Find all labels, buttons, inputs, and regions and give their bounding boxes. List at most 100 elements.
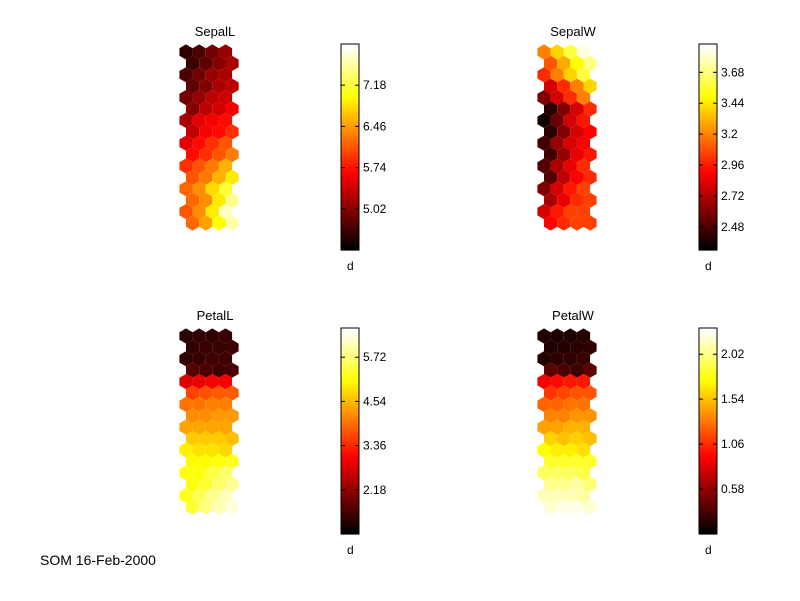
hex-cell [537, 419, 551, 435]
colorbar-band [699, 211, 717, 216]
colorbar-band [699, 98, 717, 103]
colorbar-band [341, 121, 359, 126]
colorbar-band [699, 395, 717, 400]
colorbar-band [699, 434, 717, 439]
hex-cell [212, 362, 226, 378]
hex-cell [576, 158, 591, 174]
colorbar-band [341, 105, 359, 109]
hex-cell [576, 488, 591, 504]
colorbar-band [699, 508, 717, 513]
colorbar-band [699, 50, 717, 55]
colorbar-tick-label: 2.18 [363, 483, 387, 497]
colorbar-tick-label: 4.54 [363, 394, 387, 408]
colorbar-tick-label: 7.18 [363, 78, 387, 92]
colorbar-band [341, 118, 359, 122]
hex-cell [225, 147, 239, 163]
hex-cell [179, 465, 193, 481]
hex-cell [225, 101, 239, 117]
hex-cell [557, 192, 571, 208]
hex-cell [212, 169, 226, 185]
colorbar-band [341, 389, 359, 393]
hex-cell [225, 78, 239, 94]
hex-cell [186, 101, 200, 117]
colorbar-band [341, 185, 359, 190]
colorbar-band [699, 92, 717, 97]
hex-cell [212, 339, 226, 355]
colorbar-band [699, 182, 717, 187]
colorbar-label: d [347, 543, 354, 557]
colorbar-band [699, 130, 717, 135]
footer-caption: SOM 16-Feb-2000 [40, 552, 156, 568]
colorbar-band [699, 492, 717, 496]
colorbar-band [341, 498, 359, 503]
hex-cell [576, 351, 591, 367]
hex-cell [563, 67, 577, 83]
hex-cell [199, 169, 213, 185]
colorbar-band [699, 347, 717, 352]
hex-cell [576, 135, 591, 151]
hex-cell [199, 408, 213, 424]
colorbar-band [699, 204, 717, 209]
hex-cell [212, 78, 226, 94]
hex-cell [537, 204, 551, 220]
colorbar-band [341, 427, 359, 432]
hex-cell [218, 112, 233, 128]
colorbar-band [699, 237, 717, 241]
hex-cell [179, 181, 193, 197]
hex-cell [537, 465, 551, 481]
colorbar-band [699, 485, 717, 490]
hex-cell [225, 124, 239, 140]
colorbar-band [341, 124, 359, 129]
colorbar-band [341, 140, 359, 145]
hex-cell [557, 215, 571, 231]
hex-cell [199, 339, 213, 355]
colorbar-band [699, 166, 717, 171]
colorbar-band [341, 411, 359, 416]
colorbar-band [341, 476, 359, 480]
colorbar-band [699, 469, 717, 474]
hex-cell [583, 147, 597, 163]
colorbar-band [699, 431, 717, 435]
hex-cell [225, 169, 239, 185]
colorbar-band [341, 431, 359, 435]
hex-cell [570, 124, 584, 140]
colorbar-band [341, 424, 359, 429]
hex-cell [537, 67, 551, 83]
hex-cell [218, 351, 233, 367]
colorbar-band [341, 437, 359, 442]
colorbar-band [341, 521, 359, 525]
hex-cell [212, 453, 226, 469]
hex-cell [225, 476, 239, 492]
hex-cell [186, 192, 200, 208]
colorbar-band [699, 421, 717, 426]
hex-cell [225, 385, 239, 401]
hex-cell [199, 453, 213, 469]
colorbar-band [341, 434, 359, 439]
plane-title: PetalW [552, 308, 595, 323]
colorbar-band [699, 411, 717, 416]
colorbar-band [341, 195, 359, 200]
colorbar-band [341, 208, 359, 212]
hex-cell [199, 215, 213, 231]
colorbar-band [699, 95, 717, 100]
plane-title: PetalL [197, 308, 234, 323]
colorbar-band [341, 53, 359, 58]
colorbar-band [341, 414, 359, 419]
hex-cell [218, 488, 233, 504]
hex-cell [550, 90, 564, 106]
hex-cell [570, 101, 584, 117]
colorbar-band [699, 143, 717, 148]
colorbar-band [341, 463, 359, 468]
colorbar-band [341, 363, 359, 368]
hex-cell [583, 101, 597, 117]
hex-cell [218, 419, 233, 435]
hex-cell [186, 385, 200, 401]
colorbar-band [341, 373, 359, 377]
hex-cell [563, 44, 577, 60]
colorbar-band [341, 395, 359, 400]
colorbar-band [699, 344, 717, 348]
hex-cell [192, 204, 206, 220]
colorbar-band [341, 60, 359, 64]
hex-cell [192, 328, 206, 344]
hex-cell [199, 101, 213, 117]
